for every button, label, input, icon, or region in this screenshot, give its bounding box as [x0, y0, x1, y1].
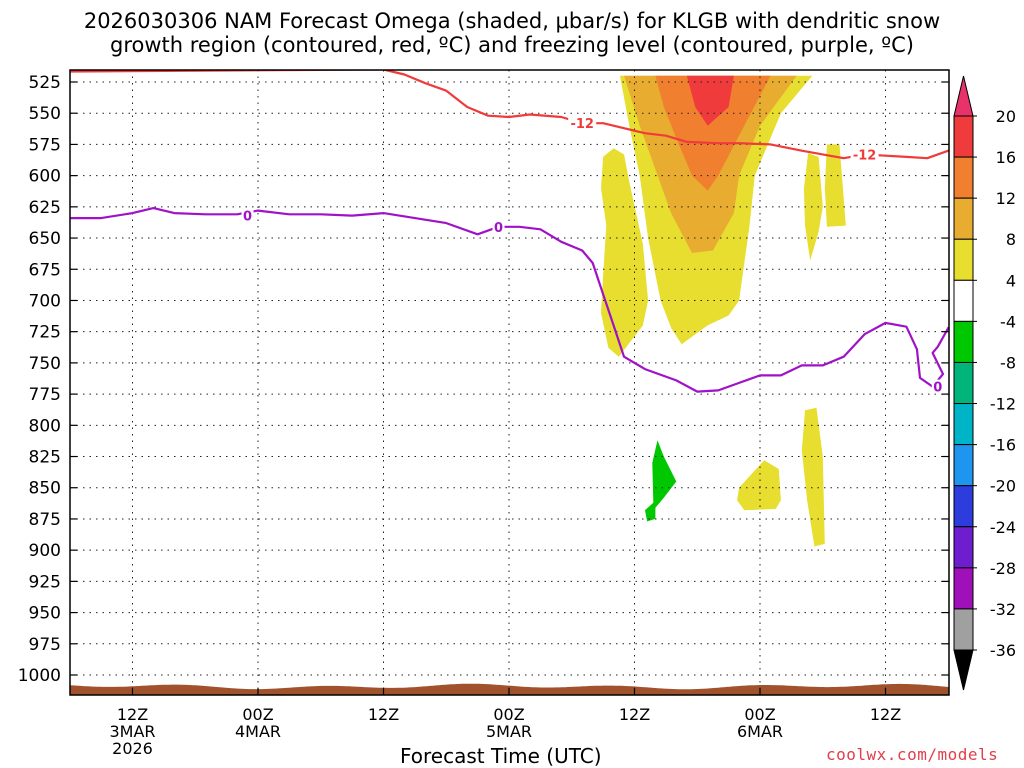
colorbar-label: -8	[1000, 353, 1016, 372]
colorbar-label: -16	[990, 436, 1016, 455]
y-tick-label: 850	[29, 479, 61, 499]
y-tick-label: 825	[29, 448, 61, 468]
colorbar-segment	[953, 361, 974, 405]
colorbar-label: -36	[990, 641, 1016, 660]
x-tick-label: 4MAR	[235, 722, 281, 741]
contour-lines: 0 0 0 -12 -12	[70, 70, 949, 396]
y-tick-label: 900	[29, 541, 61, 561]
x-tick-label: 00Z	[744, 705, 775, 724]
contour-label-bg	[568, 116, 597, 131]
contour-freezing-level	[70, 207, 949, 393]
y-tick-label: 575	[29, 135, 61, 155]
colorbar-segment	[953, 526, 974, 569]
y-tick-label: 750	[29, 354, 61, 374]
colorbar-label: -24	[990, 518, 1016, 537]
colorbar-label: -12	[990, 395, 1016, 414]
contour-dendritic-region	[70, 70, 949, 160]
y-tick-label: 700	[29, 291, 61, 311]
omega-region	[737, 460, 781, 511]
colorbar-label: 20	[996, 107, 1016, 126]
colorbar: 20 16 12 8 4 -4 -8 -12 -16 -20 -24 -28 -32 -36	[953, 75, 1016, 691]
y-axis: 525 550 575 600 625 650 675 700 725 750 775 800 825 8…	[18, 73, 949, 686]
y-tick-label: 600	[29, 167, 61, 187]
colorbar-segment	[953, 238, 974, 281]
x-tick-label: 12Z	[368, 705, 399, 724]
omega-region	[645, 440, 677, 522]
colorbar-segment	[953, 567, 974, 610]
y-tick-label: 550	[29, 104, 61, 124]
omega-region	[824, 144, 846, 227]
grid-lines	[70, 70, 949, 695]
x-tick-label: 00Z	[493, 705, 524, 724]
colorbar-segment	[953, 115, 974, 158]
x-tick-label: 2026	[112, 739, 153, 758]
contour-label: 0	[494, 221, 503, 236]
y-tick-label: 650	[29, 229, 61, 249]
omega-region	[803, 153, 823, 261]
y-tick-label: 525	[29, 73, 61, 93]
omega-region	[601, 148, 649, 357]
colorbar-label: 8	[1006, 230, 1016, 249]
y-tick-label: 800	[29, 416, 61, 436]
contour-label-bg	[241, 208, 254, 223]
x-tick-label: 5MAR	[486, 722, 532, 741]
contour-label-bg	[492, 219, 505, 234]
contour-label: -12	[570, 117, 594, 132]
x-axis-title: Forecast Time (UTC)	[400, 744, 602, 768]
colorbar-label: 4	[1006, 271, 1016, 290]
contour-label: 0	[243, 210, 252, 225]
chart-title-line-1: 2026030306 NAM Forecast Omega (shaded, μ…	[83, 9, 941, 33]
colorbar-label: -28	[990, 559, 1016, 578]
colorbar-segment	[953, 320, 974, 363]
colorbar-segment	[953, 403, 974, 446]
y-tick-label: 975	[29, 635, 61, 655]
colorbar-segment	[953, 485, 974, 528]
colorbar-label: 12	[996, 189, 1016, 208]
colorbar-label: -4	[1000, 312, 1016, 331]
y-tick-label: 775	[29, 385, 61, 405]
contour-label-bg	[850, 147, 879, 162]
y-tick-label: 875	[29, 510, 61, 530]
colorbar-segment	[953, 197, 974, 240]
y-tick-label: 950	[29, 604, 61, 624]
y-tick-label: 925	[29, 572, 61, 592]
colorbar-label: -20	[990, 477, 1016, 496]
omega-region	[655, 75, 771, 191]
colorbar-label: 16	[996, 148, 1016, 167]
colorbar-bottom-arrow	[953, 649, 974, 691]
y-tick-label: 675	[29, 260, 61, 280]
colorbar-top-arrow	[953, 75, 974, 117]
x-tick-label: 12Z	[870, 705, 901, 724]
omega-region	[801, 407, 825, 547]
y-tick-label: 725	[29, 323, 61, 343]
contour-label: -12	[853, 148, 877, 163]
omega-region	[686, 75, 734, 126]
colorbar-segment	[953, 608, 974, 651]
colorbar-segment	[953, 156, 974, 199]
x-tick-label: 12Z	[619, 705, 650, 724]
credit-text: coolwx.com/models	[826, 745, 999, 764]
x-tick-label: 00Z	[242, 705, 273, 724]
y-tick-label: 625	[29, 198, 61, 218]
x-tick-label: 12Z	[117, 705, 148, 724]
contour-label-bg	[931, 379, 944, 394]
colorbar-label: -32	[990, 600, 1016, 619]
x-tick-label: 6MAR	[737, 722, 783, 741]
contour-label: 0	[933, 381, 942, 396]
chart-title-line-2: growth region (contoured, red, ºC) and f…	[110, 33, 914, 57]
colorbar-segment	[953, 444, 974, 487]
y-tick-label: 1000	[18, 666, 61, 686]
omega-shading	[601, 75, 846, 547]
colorbar-segment	[953, 279, 974, 322]
x-tick-label: 3MAR	[109, 722, 155, 741]
